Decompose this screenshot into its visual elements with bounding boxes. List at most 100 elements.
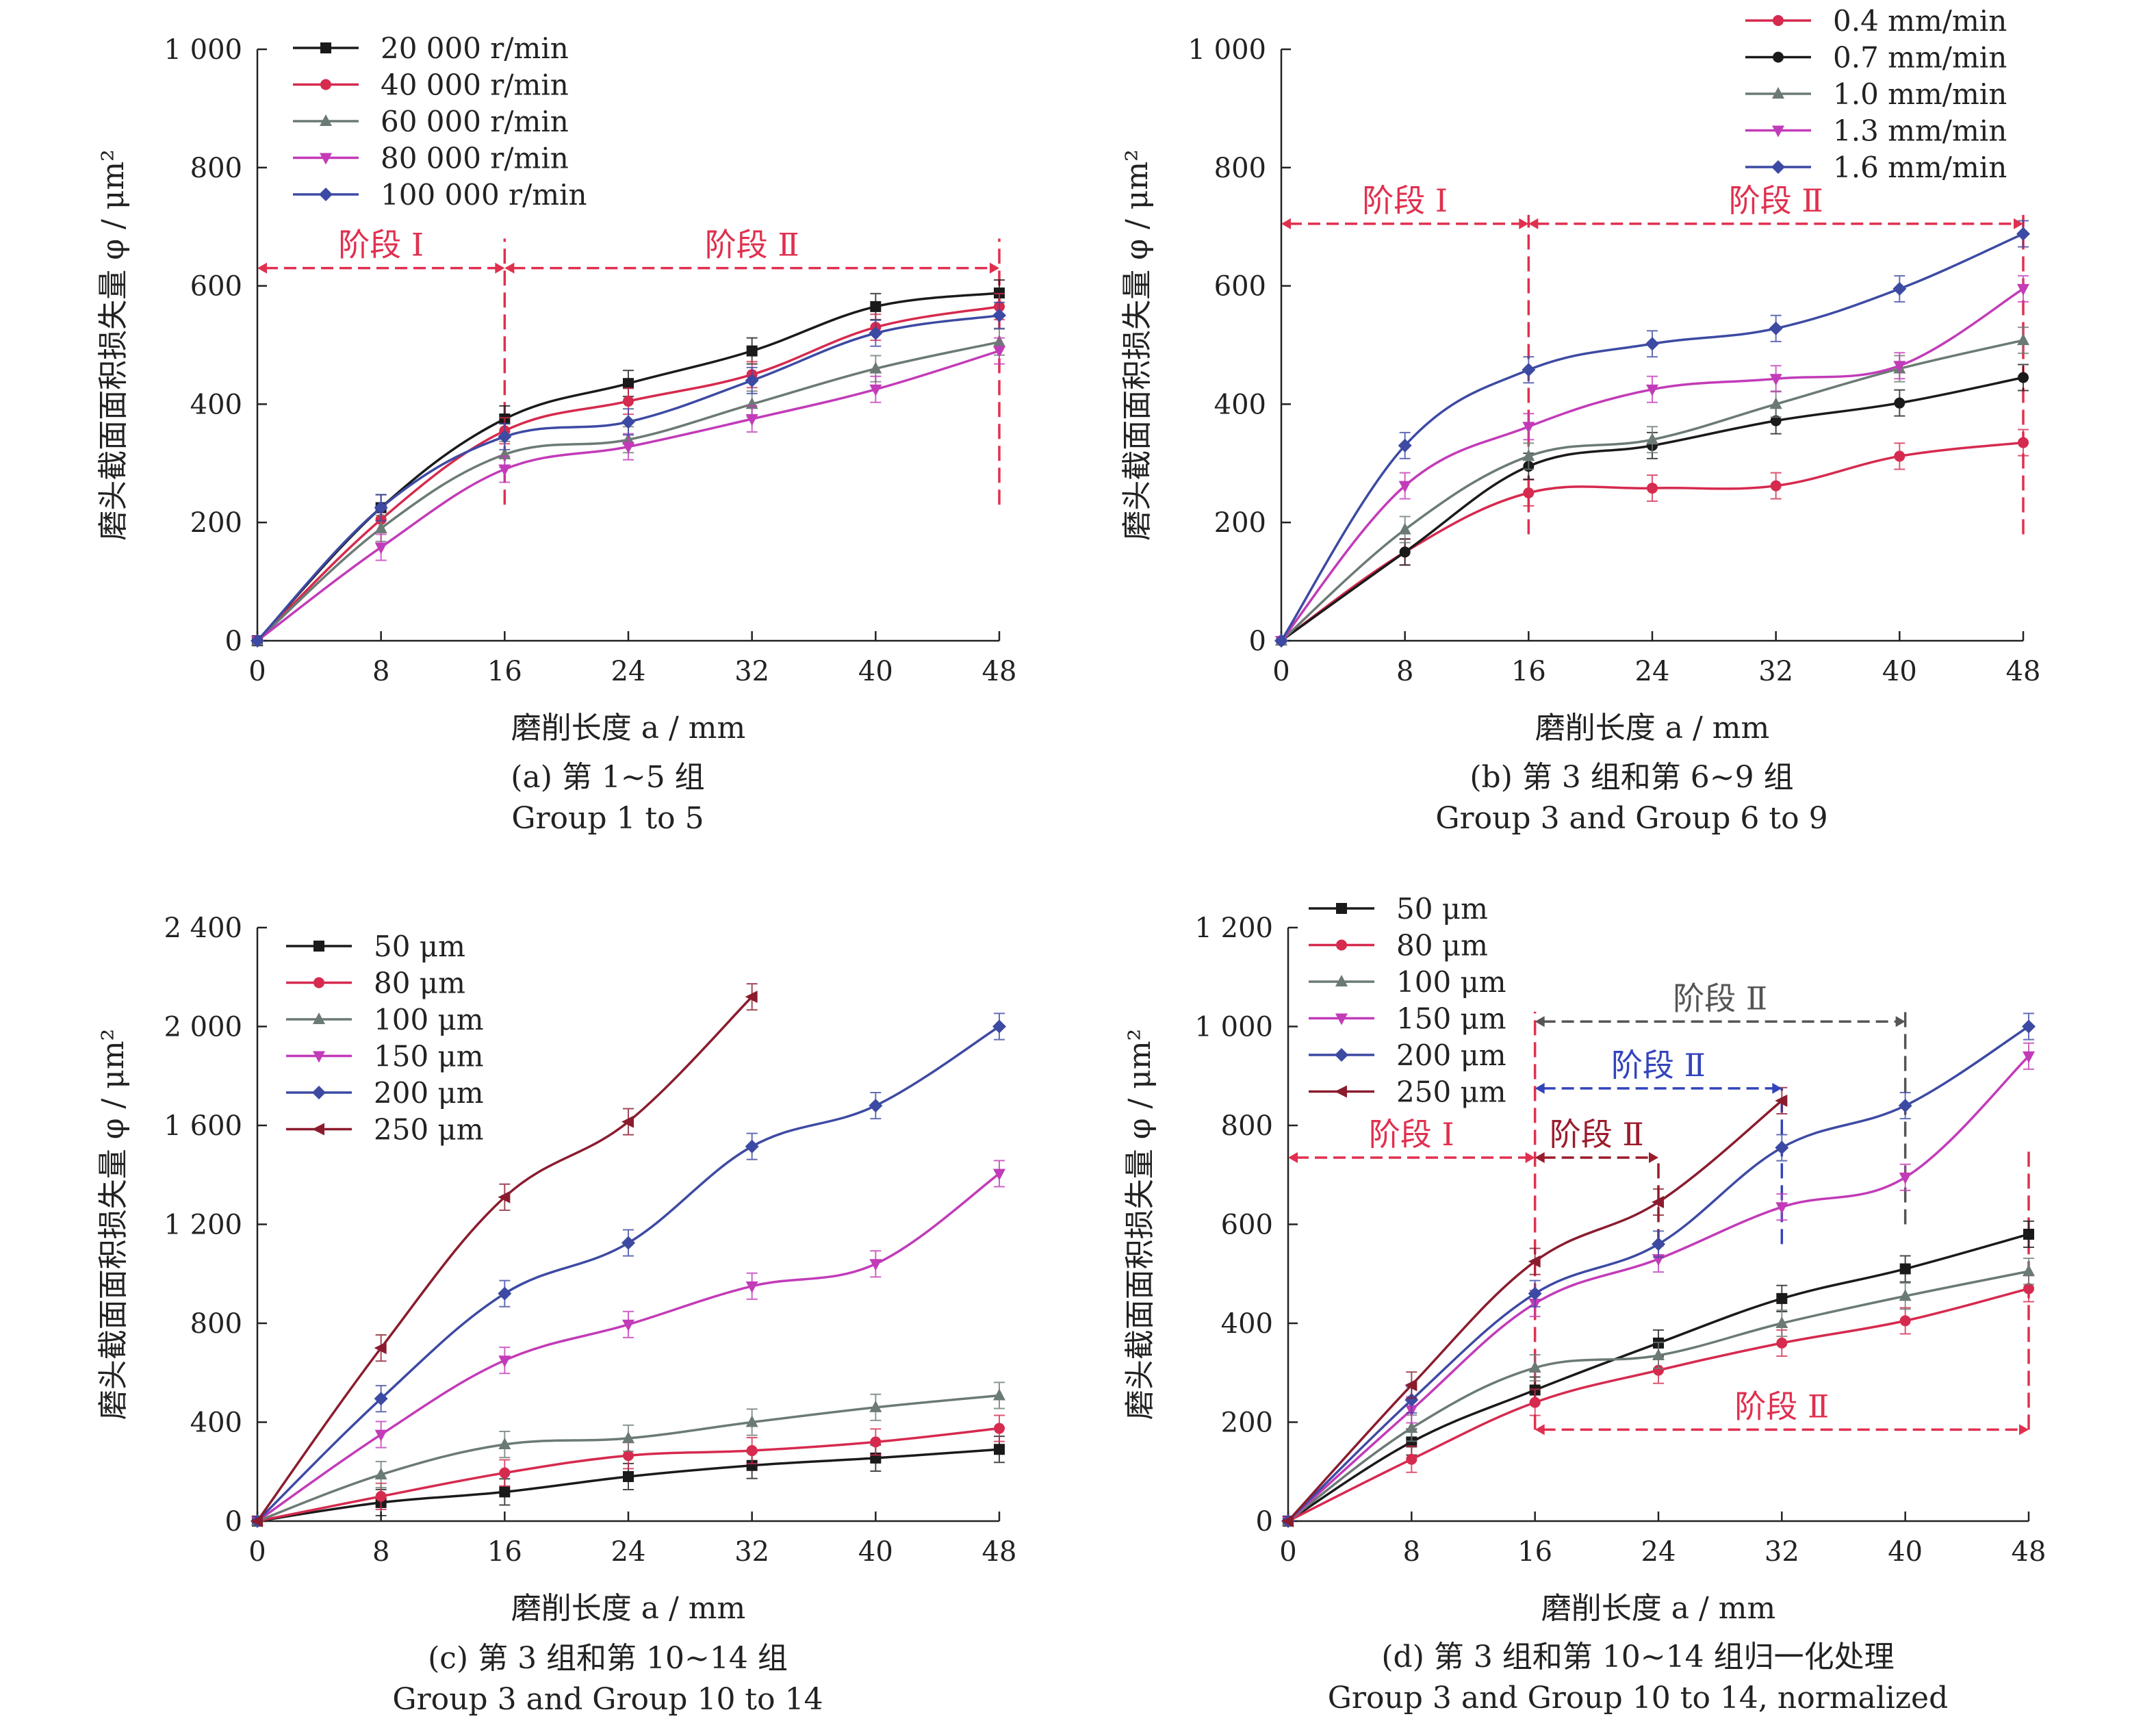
data-point bbox=[1528, 1361, 1541, 1373]
data-point bbox=[2018, 372, 2029, 383]
stage-arrow-head bbox=[1288, 1151, 1298, 1163]
y-tick-label: 1 000 bbox=[1188, 34, 1266, 66]
stage-label: 阶段 Ⅱ bbox=[705, 227, 799, 264]
data-point bbox=[621, 1115, 634, 1128]
data-point bbox=[1398, 522, 1411, 535]
data-point bbox=[1522, 422, 1535, 434]
data-point bbox=[1770, 480, 1782, 492]
data-point bbox=[1775, 1316, 1788, 1328]
stage-label: 阶段 Ⅰ bbox=[1369, 1116, 1454, 1153]
data-point bbox=[1399, 546, 1411, 558]
data-point bbox=[498, 1438, 511, 1450]
data-point bbox=[992, 1019, 1006, 1034]
series-line bbox=[1287, 1099, 1783, 1522]
data-point bbox=[2023, 1264, 2035, 1277]
data-point bbox=[745, 1139, 759, 1153]
legend-swatch-marker bbox=[313, 1012, 325, 1024]
legend-swatch-marker bbox=[1335, 975, 1348, 986]
legend-swatch-marker bbox=[1773, 51, 1784, 63]
stage-arrow-head bbox=[257, 262, 267, 274]
y-tick-label: 2 000 bbox=[164, 1012, 242, 1043]
data-point bbox=[1645, 337, 1659, 351]
stage-arrow-head bbox=[990, 262, 999, 274]
y-tick-label: 0 bbox=[1249, 626, 1266, 657]
stage-label: 阶段 Ⅱ bbox=[1729, 182, 1823, 219]
data-point bbox=[1899, 1263, 1911, 1275]
data-point bbox=[1522, 449, 1535, 461]
data-point bbox=[1769, 397, 1782, 409]
data-point bbox=[623, 396, 634, 407]
data-point bbox=[745, 373, 759, 387]
chart-panel-c: 0 400 800 1 200 1 600 2 000 2 400 0 8 16 24 32 40 48 磨… bbox=[96, 913, 1016, 1717]
data-point bbox=[623, 1470, 634, 1482]
data-point bbox=[1652, 1348, 1665, 1360]
y-tick-label: 2 400 bbox=[164, 913, 242, 944]
stage-arrow-head bbox=[2019, 1424, 2029, 1436]
data-point bbox=[1776, 1292, 1788, 1304]
y-tick-label: 0 bbox=[225, 1506, 242, 1538]
legend-swatch-marker bbox=[319, 188, 333, 201]
data-point bbox=[1892, 281, 1907, 296]
stage-arrow-head bbox=[1535, 1016, 1545, 1028]
legend-entry: 100 μm bbox=[1396, 965, 1506, 999]
legend-entry: 150 μm bbox=[374, 1040, 484, 1073]
data-point bbox=[623, 1450, 634, 1462]
x-tick-label: 16 bbox=[487, 656, 522, 687]
y-tick-label: 800 bbox=[190, 1308, 242, 1340]
x-tick-label: 32 bbox=[734, 656, 769, 687]
data-point bbox=[2017, 333, 2029, 346]
y-tick-label: 400 bbox=[1221, 1308, 1273, 1340]
y-tick-label: 1 000 bbox=[1194, 1012, 1273, 1043]
data-point bbox=[1523, 487, 1535, 498]
legend-entry: 1.0 mm/min bbox=[1833, 77, 2007, 111]
stage-label: 阶段 Ⅱ bbox=[1734, 1388, 1829, 1425]
data-point bbox=[1894, 450, 1905, 462]
data-point bbox=[746, 1445, 758, 1457]
legend-swatch-marker bbox=[1336, 939, 1347, 951]
legend-entry: 1.6 mm/min bbox=[1833, 151, 2007, 184]
data-point bbox=[1404, 1379, 1417, 1392]
x-tick-label: 8 bbox=[372, 1536, 389, 1568]
legend-entry: 100 000 r/min bbox=[381, 178, 587, 212]
stage-label: 阶段 Ⅱ bbox=[1673, 980, 1767, 1017]
stage-label: 阶段 Ⅰ bbox=[1362, 182, 1448, 219]
data-point bbox=[2017, 283, 2029, 296]
legend-entry: 250 μm bbox=[374, 1113, 484, 1147]
x-tick-label: 24 bbox=[611, 1536, 646, 1568]
data-point bbox=[1775, 1094, 1788, 1107]
data-point bbox=[498, 1355, 511, 1368]
data-point bbox=[1898, 1099, 1912, 1113]
data-point bbox=[2023, 1283, 2034, 1295]
data-point bbox=[374, 1429, 387, 1442]
data-point bbox=[622, 1431, 634, 1443]
y-axis-label: 磨头截面面积损失量 φ / μm² bbox=[96, 149, 131, 541]
caption-en: Group 3 and Group 6 to 9 bbox=[1435, 801, 1827, 836]
y-tick-label: 400 bbox=[190, 389, 242, 420]
data-point bbox=[1647, 483, 1658, 494]
x-tick-label: 32 bbox=[1758, 656, 1793, 687]
data-point bbox=[622, 442, 634, 454]
y-tick-label: 1 200 bbox=[1194, 913, 1273, 944]
legend-swatch-marker bbox=[320, 114, 332, 126]
x-tick-label: 48 bbox=[2006, 656, 2041, 687]
y-tick-label: 200 bbox=[1221, 1407, 1273, 1439]
legend-swatch-marker bbox=[1335, 1085, 1347, 1098]
data-point bbox=[498, 429, 512, 444]
series-line bbox=[256, 305, 1000, 642]
data-point bbox=[374, 1342, 387, 1355]
data-point bbox=[1894, 397, 1905, 409]
stage-arrow-head bbox=[504, 262, 515, 274]
legend-entry: 80 μm bbox=[1396, 929, 1488, 962]
series-line bbox=[1287, 1287, 2029, 1522]
data-point bbox=[745, 1281, 758, 1293]
stage-arrow-head bbox=[1895, 1016, 1905, 1028]
series-line bbox=[256, 292, 1000, 642]
x-tick-label: 0 bbox=[248, 656, 266, 687]
series-line bbox=[1287, 1270, 2029, 1522]
y-tick-label: 0 bbox=[225, 626, 242, 657]
data-point bbox=[869, 1259, 882, 1271]
x-tick-label: 48 bbox=[982, 1536, 1017, 1568]
legend-swatch-marker bbox=[1335, 1013, 1348, 1025]
data-point bbox=[869, 1400, 882, 1412]
